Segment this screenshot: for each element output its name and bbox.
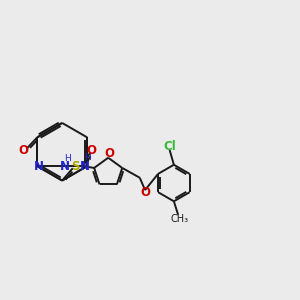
Text: O: O [18, 144, 28, 157]
Text: O: O [87, 143, 97, 157]
Text: O: O [104, 147, 114, 160]
Text: N: N [34, 160, 44, 173]
Text: S: S [71, 160, 80, 173]
Text: N: N [80, 160, 90, 173]
Text: H: H [64, 154, 70, 163]
Text: O: O [141, 186, 151, 200]
Text: N: N [60, 160, 70, 173]
Text: Cl: Cl [163, 140, 176, 153]
Text: H: H [84, 153, 91, 162]
Text: CH₃: CH₃ [171, 214, 189, 224]
